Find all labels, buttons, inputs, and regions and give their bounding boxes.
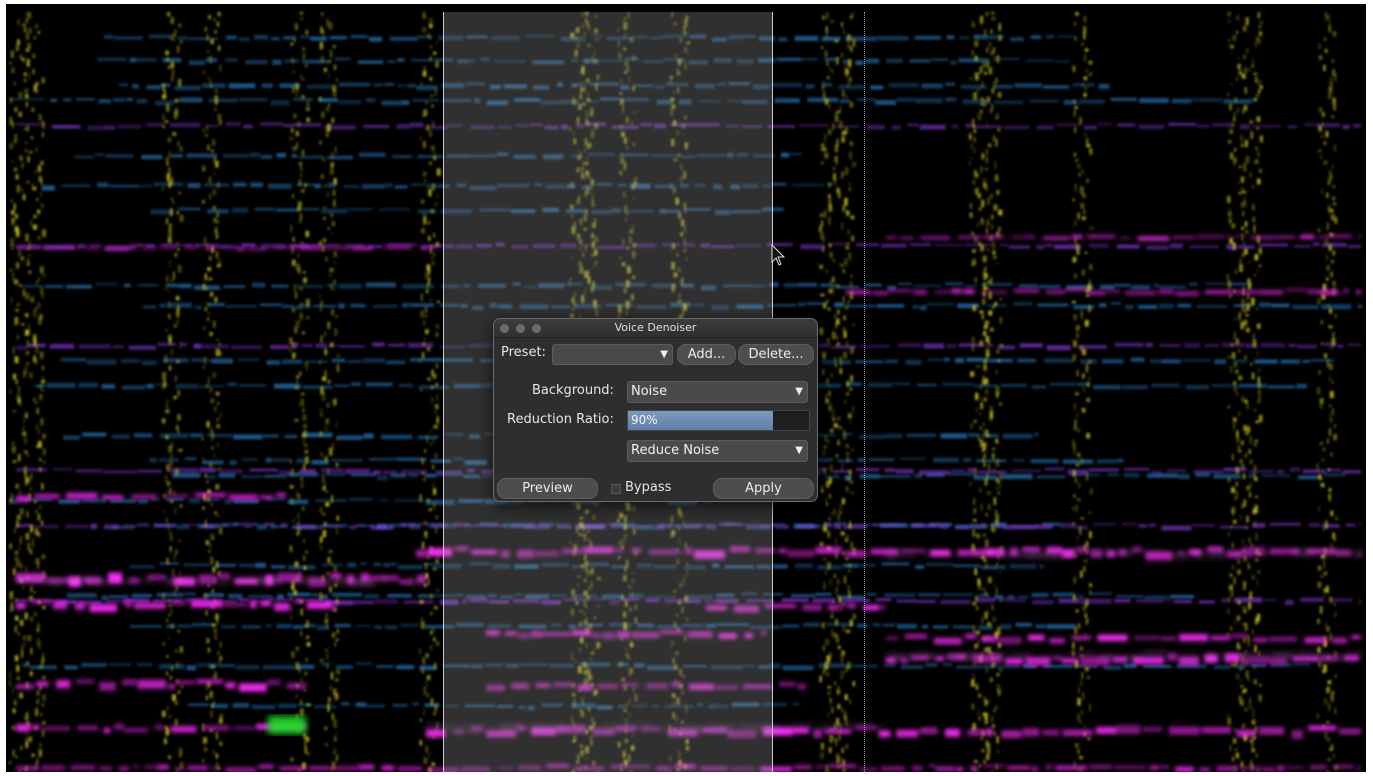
chevron-down-icon: ▼ [795,386,803,397]
delete-preset-button[interactable]: Delete... [738,344,814,365]
preview-button[interactable]: Preview [497,478,598,499]
preset-label: Preset: [501,345,546,360]
reduction-ratio-label: Reduction Ratio: [507,412,614,427]
preset-select[interactable]: ▼ [552,344,673,365]
reduction-ratio-fill [628,411,773,430]
reduction-ratio-slider[interactable]: 90% [627,410,810,431]
spectrogram-view[interactable] [6,4,1366,772]
spectrogram-display[interactable] [6,4,1366,772]
arrow-pointer-icon [771,244,786,266]
mode-value: Reduce Noise [631,443,720,458]
apply-button[interactable]: Apply [713,478,814,499]
bypass-checkbox[interactable] [611,484,621,494]
dialog-title: Voice Denoiser [614,321,697,334]
chevron-down-icon: ▼ [795,445,803,456]
zoom-window-icon[interactable] [532,324,541,333]
green-energy-blob [268,716,306,734]
voice-denoiser-dialog[interactable]: Voice Denoiser Preset: ▼ Add... Delete..… [493,318,818,502]
background-select[interactable]: Noise ▼ [627,381,808,403]
reduction-ratio-value: 90% [631,413,658,427]
background-value: Noise [631,384,668,399]
dialog-titlebar[interactable]: Voice Denoiser [494,319,817,338]
minimize-window-icon[interactable] [516,324,525,333]
chevron-down-icon: ▼ [660,349,668,360]
mode-select[interactable]: Reduce Noise ▼ [627,440,808,462]
background-label: Background: [532,383,614,398]
playhead-marker[interactable] [864,12,865,772]
close-window-icon[interactable] [500,324,509,333]
spectro-hot-layer [16,550,1361,732]
add-preset-button[interactable]: Add... [677,344,736,365]
bypass-label[interactable]: Bypass [625,480,672,495]
